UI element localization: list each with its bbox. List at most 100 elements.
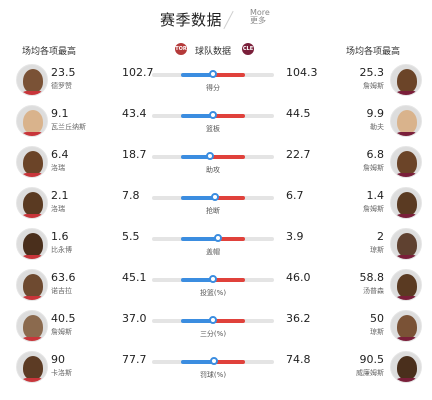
right-team-bar bbox=[215, 196, 245, 200]
left-player-value: 90 bbox=[51, 353, 65, 366]
comparison-marker bbox=[208, 70, 217, 78]
player-avatar-right[interactable] bbox=[390, 269, 422, 301]
comparison-marker bbox=[214, 234, 223, 242]
right-team-bar bbox=[218, 237, 245, 241]
player-avatar-left[interactable] bbox=[16, 351, 48, 383]
left-player-value: 23.5 bbox=[51, 66, 76, 79]
left-column-header: 场均各项最高 bbox=[22, 47, 77, 57]
left-player-name[interactable]: 詹姆斯 bbox=[51, 328, 72, 336]
stat-label: 助攻 bbox=[206, 166, 220, 174]
right-player-value: 2 bbox=[377, 230, 384, 243]
stat-row: 90 卡洛斯 77.7 罚球(%) 74.8 90.5 威廉姆斯 bbox=[0, 351, 432, 391]
player-avatar-left[interactable] bbox=[16, 269, 48, 301]
stat-label: 三分(%) bbox=[199, 330, 227, 338]
comparison-bar bbox=[152, 275, 274, 283]
player-avatar-right[interactable] bbox=[390, 228, 422, 260]
player-avatar-left[interactable] bbox=[16, 228, 48, 260]
player-avatar-right[interactable] bbox=[390, 64, 422, 96]
left-team-bar bbox=[181, 278, 213, 282]
player-avatar-left[interactable] bbox=[16, 64, 48, 96]
left-team-value: 18.7 bbox=[122, 148, 147, 161]
left-player-name[interactable]: 比永博 bbox=[51, 246, 72, 254]
player-avatar-left[interactable] bbox=[16, 187, 48, 219]
player-avatar-left[interactable] bbox=[16, 105, 48, 137]
comparison-bar bbox=[152, 111, 274, 119]
left-team-bar bbox=[181, 73, 213, 77]
right-player-name[interactable]: 威廉姆斯 bbox=[356, 369, 384, 377]
left-team-value: 7.8 bbox=[122, 189, 140, 202]
comparison-bar bbox=[152, 357, 274, 365]
right-player-name[interactable]: 詹姆斯 bbox=[363, 205, 384, 213]
left-player-value: 9.1 bbox=[51, 107, 69, 120]
left-team-value: 77.7 bbox=[122, 353, 147, 366]
left-player-name[interactable]: 德罗赞 bbox=[51, 82, 72, 90]
comparison-marker bbox=[209, 357, 218, 365]
more-link-en[interactable]: More bbox=[250, 8, 270, 17]
right-player-value: 6.8 bbox=[366, 148, 385, 161]
left-team-bar bbox=[181, 319, 214, 323]
team-logo-right: CLE bbox=[242, 43, 254, 55]
title-bar: 赛季数据 More 更多 bbox=[0, 0, 432, 36]
left-player-value: 1.6 bbox=[51, 230, 69, 243]
comparison-marker bbox=[205, 152, 214, 160]
player-avatar-left[interactable] bbox=[16, 310, 48, 342]
comparison-bar bbox=[152, 70, 274, 78]
left-player-name[interactable]: 洛瑞 bbox=[51, 205, 65, 213]
comparison-marker bbox=[209, 316, 218, 324]
right-team-bar bbox=[212, 114, 245, 118]
left-team-bar bbox=[181, 237, 219, 241]
player-avatar-right[interactable] bbox=[390, 187, 422, 219]
stat-label: 得分 bbox=[206, 84, 220, 92]
player-avatar-right[interactable] bbox=[390, 105, 422, 137]
player-avatar-right[interactable] bbox=[390, 351, 422, 383]
right-player-value: 50 bbox=[370, 312, 384, 325]
right-team-bar bbox=[212, 278, 245, 282]
right-team-bar bbox=[212, 73, 245, 77]
comparison-bar bbox=[152, 152, 274, 160]
stat-row: 40.5 詹姆斯 37.0 三分(%) 36.2 50 琼斯 bbox=[0, 310, 432, 350]
player-avatar-left[interactable] bbox=[16, 146, 48, 178]
left-player-name[interactable]: 洛瑞 bbox=[51, 164, 65, 172]
right-player-name[interactable]: 詹姆斯 bbox=[363, 164, 384, 172]
left-player-value: 2.1 bbox=[51, 189, 69, 202]
right-player-name[interactable]: 琼斯 bbox=[370, 328, 384, 336]
page-title: 赛季数据 bbox=[160, 11, 223, 29]
left-player-name[interactable]: 诺吉拉 bbox=[51, 287, 72, 295]
more-link-cn[interactable]: 更多 bbox=[250, 16, 266, 25]
right-team-bar bbox=[209, 155, 245, 159]
middle-column-header: 球队数据 bbox=[195, 47, 232, 57]
stat-row: 6.4 洛瑞 18.7 助攻 22.7 6.8 詹姆斯 bbox=[0, 146, 432, 186]
right-team-value: 36.2 bbox=[286, 312, 311, 325]
left-team-bar bbox=[181, 360, 214, 364]
left-team-value: 45.1 bbox=[122, 271, 147, 284]
right-player-value: 58.8 bbox=[359, 271, 385, 284]
right-player-name[interactable]: 琼斯 bbox=[370, 246, 384, 254]
right-player-value: 25.3 bbox=[359, 66, 385, 79]
left-player-value: 40.5 bbox=[51, 312, 76, 325]
comparison-marker bbox=[208, 111, 217, 119]
left-team-value: 102.7 bbox=[122, 66, 154, 79]
right-player-value: 9.9 bbox=[366, 107, 385, 120]
comparison-bar bbox=[152, 316, 274, 324]
player-avatar-right[interactable] bbox=[390, 146, 422, 178]
stat-label: 投篮(%) bbox=[199, 289, 227, 297]
left-player-name[interactable]: 卡洛斯 bbox=[51, 369, 72, 377]
more-link[interactable]: More 更多 bbox=[250, 9, 270, 25]
right-team-value: 6.7 bbox=[286, 189, 304, 202]
player-avatar-right[interactable] bbox=[390, 310, 422, 342]
stat-label: 篮板 bbox=[206, 125, 220, 133]
right-team-value: 104.3 bbox=[286, 66, 318, 79]
right-player-value: 1.4 bbox=[366, 189, 385, 202]
comparison-marker bbox=[211, 193, 220, 201]
right-player-name[interactable]: 詹姆斯 bbox=[363, 82, 384, 90]
left-team-bar bbox=[181, 155, 210, 159]
left-player-name[interactable]: 瓦兰丘纳斯 bbox=[51, 123, 86, 131]
stat-label: 罚球(%) bbox=[199, 371, 227, 379]
stat-row: 63.6 诺吉拉 45.1 投篮(%) 46.0 58.8 汤普森 bbox=[0, 269, 432, 309]
right-player-name[interactable]: 汤普森 bbox=[363, 287, 384, 295]
left-player-value: 63.6 bbox=[51, 271, 76, 284]
stat-row: 2.1 洛瑞 7.8 抢断 6.7 1.4 詹姆斯 bbox=[0, 187, 432, 227]
right-team-value: 44.5 bbox=[286, 107, 311, 120]
left-team-value: 37.0 bbox=[122, 312, 147, 325]
right-player-name[interactable]: 勒夫 bbox=[370, 123, 384, 131]
